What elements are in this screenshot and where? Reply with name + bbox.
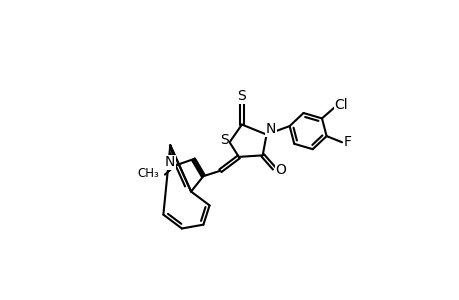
Text: F: F — [343, 135, 351, 149]
Text: S: S — [237, 89, 246, 103]
Text: N: N — [265, 122, 276, 136]
Text: CH₃: CH₃ — [137, 167, 158, 180]
Text: O: O — [275, 163, 286, 177]
Text: Cl: Cl — [334, 98, 347, 112]
Text: N: N — [165, 155, 175, 169]
Text: S: S — [219, 133, 228, 147]
